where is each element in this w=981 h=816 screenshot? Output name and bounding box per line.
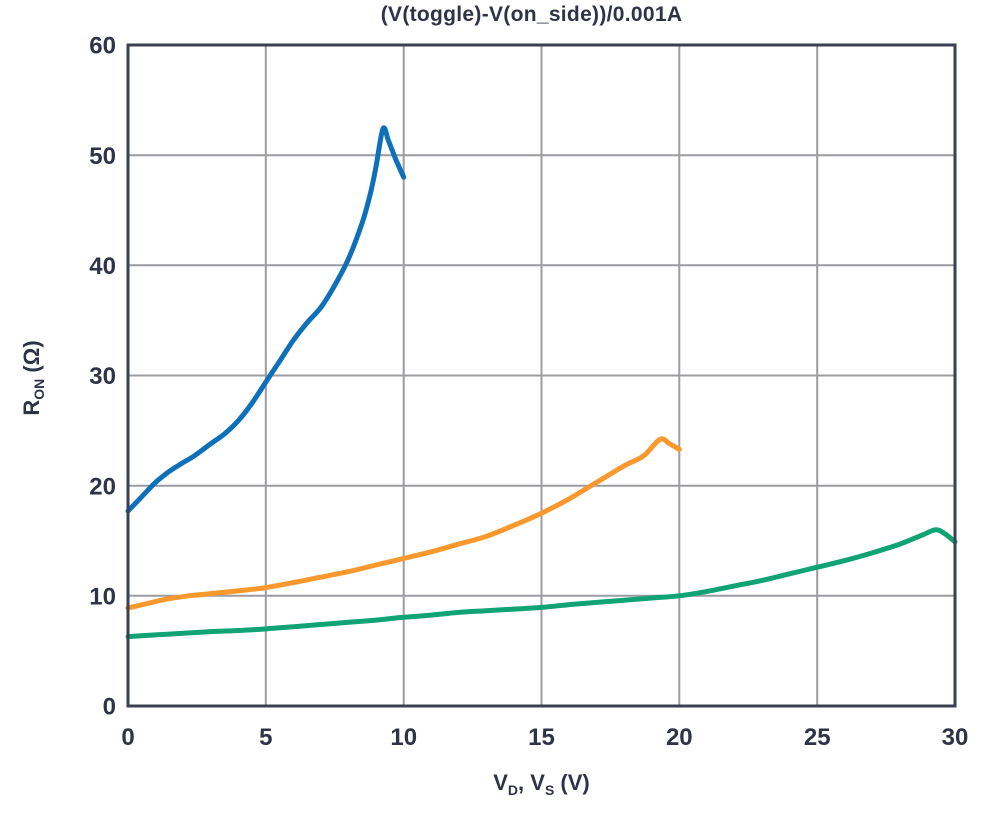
x-tick-label: 5 — [259, 724, 272, 751]
x-tick-label: 15 — [528, 724, 555, 751]
y-tick-label: 30 — [89, 363, 116, 390]
x-tick-label: 10 — [390, 724, 417, 751]
series-curve-green — [125, 527, 958, 640]
x-axis-label: VD, VS (V) — [493, 770, 590, 798]
y-axis-label: RON (Ω) — [19, 340, 47, 416]
series-curve-blue — [125, 125, 407, 514]
axis-frame — [126, 43, 957, 708]
y-tick-label: 50 — [89, 143, 116, 170]
series-curve-orange — [125, 436, 682, 611]
x-tick-label: 0 — [121, 724, 134, 751]
y-tick-label: 20 — [89, 473, 116, 500]
x-tick-label: 30 — [942, 724, 969, 751]
y-tick-label: 0 — [103, 694, 116, 721]
y-tick-label: 10 — [89, 583, 116, 610]
x-tick-label: 25 — [804, 724, 831, 751]
y-tick-label: 40 — [89, 253, 116, 280]
x-tick-label: 20 — [666, 724, 693, 751]
y-tick-label: 60 — [89, 33, 116, 60]
chart-title: (V(toggle)-V(on_side))/0.001A — [380, 3, 683, 26]
